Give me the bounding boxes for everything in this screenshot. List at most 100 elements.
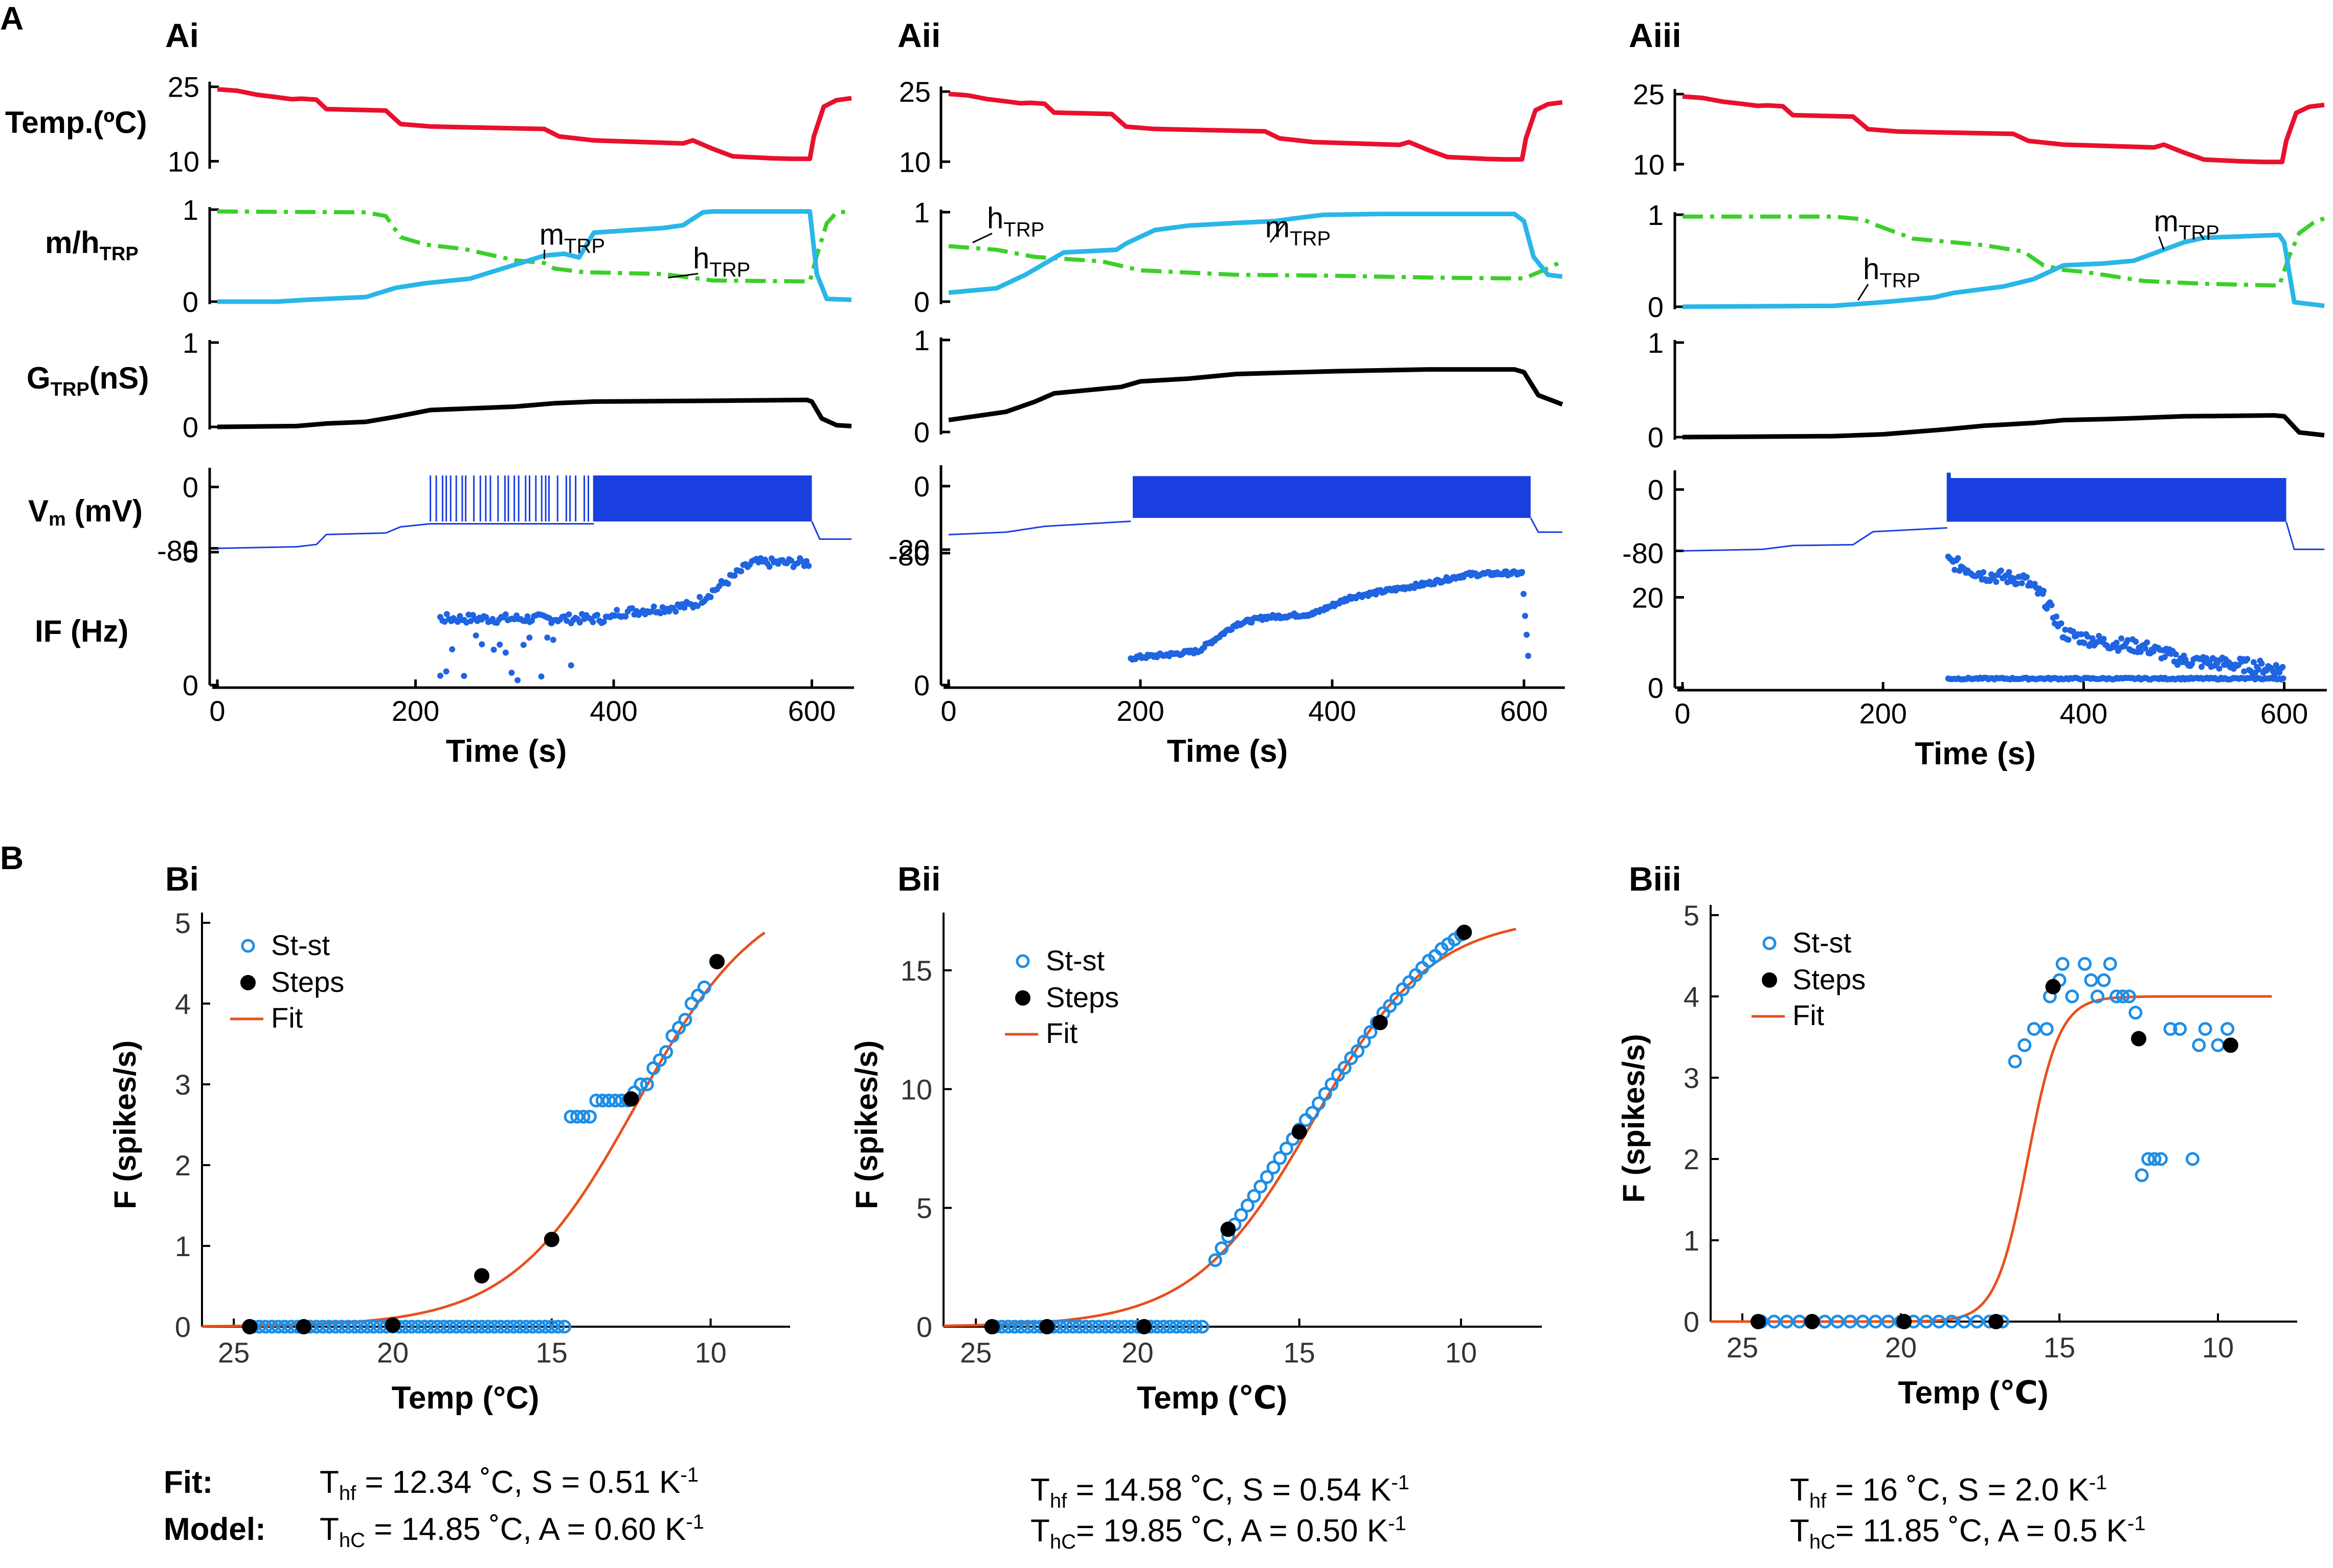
b-x-tick-label: 20 bbox=[1121, 1336, 1153, 1369]
row-label-mh-sub: TRP bbox=[100, 243, 139, 265]
legend-steps-label: Steps bbox=[1046, 981, 1119, 1013]
row-label-g-main: G bbox=[27, 361, 51, 395]
if-point bbox=[594, 611, 600, 618]
if-point bbox=[2124, 637, 2131, 644]
if-point bbox=[2255, 666, 2262, 673]
st-st-point bbox=[411, 1320, 425, 1334]
b-x-tick-label: 15 bbox=[1284, 1336, 1315, 1369]
st-st-point bbox=[595, 1094, 610, 1108]
g-tick-label-1: 1 bbox=[183, 327, 198, 359]
g-tick-label-0: 0 bbox=[183, 411, 198, 443]
st-st-point bbox=[316, 1320, 330, 1334]
if-point bbox=[502, 611, 509, 618]
fit-curve bbox=[943, 927, 1516, 1327]
if-point bbox=[650, 603, 657, 610]
caption-bi-l1-sub: hf bbox=[339, 1482, 356, 1505]
if-point bbox=[799, 558, 805, 564]
if-point bbox=[2089, 635, 2096, 642]
temp-tick-label-10: 10 bbox=[168, 145, 199, 177]
m-trp-trace bbox=[1682, 233, 2325, 309]
vm-spikes-sparse bbox=[430, 475, 595, 521]
if-point bbox=[520, 642, 527, 648]
st-st-point bbox=[405, 1320, 419, 1334]
b-y-tick-label: 2 bbox=[1684, 1143, 1699, 1175]
st-st-point bbox=[1970, 1314, 1984, 1329]
st-st-point bbox=[1318, 1087, 1332, 1101]
steps-point bbox=[1291, 1124, 1307, 1140]
steps-point bbox=[709, 953, 725, 969]
st-st-point bbox=[2090, 989, 2104, 1004]
st-st-point bbox=[576, 1109, 591, 1124]
st-st-point bbox=[2065, 989, 2079, 1004]
st-st-point bbox=[545, 1320, 559, 1334]
b-x-axis-label: Temp (°C) bbox=[392, 1380, 540, 1416]
caption-bi-l1-t: T bbox=[320, 1465, 339, 1500]
if-point bbox=[2014, 580, 2021, 587]
annotation-leader bbox=[1269, 223, 1285, 243]
if-point bbox=[788, 557, 795, 564]
if-point bbox=[497, 641, 503, 648]
h-trp-trace bbox=[1683, 214, 2325, 288]
mh-tick-label-1: 1 bbox=[183, 194, 198, 226]
st-st-point bbox=[2128, 1006, 2143, 1020]
st-st-point bbox=[456, 1320, 470, 1334]
st-st-point bbox=[602, 1094, 616, 1108]
st-st-point bbox=[1357, 1034, 1371, 1049]
if-point bbox=[483, 614, 489, 621]
m-trp-trace bbox=[948, 212, 1563, 295]
st-st-point bbox=[265, 1320, 279, 1334]
steps-point bbox=[1039, 1319, 1055, 1334]
st-st-point bbox=[335, 1320, 349, 1334]
st-st-point bbox=[2141, 1152, 2156, 1166]
st-st-point bbox=[2103, 957, 2117, 971]
annotation-leader bbox=[2158, 236, 2165, 250]
st-st-point bbox=[493, 1320, 508, 1334]
b-x-tick-label: 10 bbox=[694, 1336, 726, 1369]
if-point bbox=[526, 634, 533, 641]
st-st-point bbox=[1079, 1320, 1093, 1334]
st-st-point bbox=[1163, 1320, 1177, 1334]
b-y-tick-label: 4 bbox=[175, 988, 191, 1020]
steps-points bbox=[984, 924, 1472, 1334]
if-points bbox=[1128, 568, 1532, 663]
legend-steps-label: Steps bbox=[1792, 963, 1866, 995]
subpanel-label-aiii: Aiii bbox=[1629, 16, 1681, 54]
if-point bbox=[707, 594, 714, 600]
time-tick-label: 400 bbox=[1308, 695, 1356, 727]
steps-point bbox=[2131, 1031, 2146, 1047]
if-point bbox=[2062, 626, 2069, 633]
caption-biii-l2-sub: hC bbox=[1809, 1531, 1835, 1553]
caption-bii-l2-sup: -1 bbox=[1388, 1512, 1406, 1535]
b-y-tick-label: 0 bbox=[175, 1311, 191, 1343]
if-point bbox=[443, 668, 450, 675]
st-st-point bbox=[2017, 1038, 2032, 1052]
st-st-point bbox=[2198, 1022, 2212, 1036]
st-st-point bbox=[2122, 989, 2136, 1004]
steps-point bbox=[385, 1317, 400, 1333]
annotation-main: h bbox=[987, 202, 1003, 235]
b-y-axis-label: F (spikes/s) bbox=[849, 1040, 884, 1209]
m-trp-trace bbox=[217, 209, 852, 304]
row-label-vm: Vm (mV) bbox=[28, 494, 143, 530]
time-tick-label: 0 bbox=[940, 695, 956, 727]
st-st-point bbox=[557, 1320, 572, 1334]
if-point bbox=[544, 634, 551, 641]
if-point bbox=[716, 583, 723, 589]
steps-point bbox=[1804, 1314, 1820, 1329]
st-st-points bbox=[1754, 957, 2235, 1329]
if-point bbox=[805, 562, 812, 569]
st-st-point bbox=[2185, 1152, 2200, 1166]
vm-tick-label-80: -80 bbox=[157, 535, 198, 567]
if-point bbox=[1998, 567, 2004, 574]
annotation-sub: TRP bbox=[2179, 221, 2219, 244]
subpanel-label-bi: Bi bbox=[165, 860, 199, 898]
if-point bbox=[566, 611, 572, 618]
temp-tick-label-25: 25 bbox=[899, 76, 931, 108]
if-point bbox=[2244, 655, 2251, 662]
g-tick-label-0: 0 bbox=[914, 416, 930, 448]
st-st-point bbox=[1337, 1060, 1352, 1075]
steps-point bbox=[1136, 1319, 1152, 1334]
st-st-point bbox=[1007, 1320, 1022, 1334]
